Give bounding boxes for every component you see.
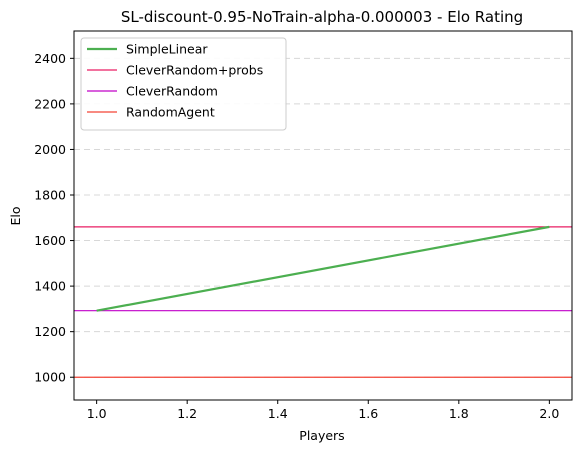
x-tick-label-5: 2.0: [539, 406, 559, 421]
legend-label-1: CleverRandom+probs: [126, 63, 263, 78]
x-tick-label-0: 1.0: [87, 406, 107, 421]
x-tick-label-2: 1.4: [268, 406, 288, 421]
series-lines: [96, 225, 550, 312]
y-tick-label-6: 2200: [34, 96, 66, 111]
legend-label-3: RandomAgent: [126, 105, 215, 120]
series-line-0: [96, 225, 550, 312]
y-axis-label: Elo: [8, 206, 23, 225]
y-tick-label-3: 1600: [34, 233, 66, 248]
x-tick-label-1: 1.2: [177, 406, 197, 421]
x-tick-label-4: 1.8: [449, 406, 469, 421]
plot-area: [73, 30, 573, 401]
legend: SimpleLinear CleverRandom+probs CleverRand…: [80, 37, 287, 131]
legend-label-2: CleverRandom: [126, 84, 218, 99]
y-tick-label-0: 1000: [34, 370, 66, 385]
x-axis-label: Players: [299, 428, 344, 443]
reference-lines: [74, 226, 572, 378]
x-axis-ticks: 1.0 1.2 1.4 1.6 1.8 2.0: [87, 400, 559, 421]
y-tick-label-7: 2400: [34, 51, 66, 66]
legend-label-0: SimpleLinear: [126, 42, 208, 57]
y-tick-label-1: 1200: [34, 324, 66, 339]
x-tick-label-3: 1.6: [358, 406, 378, 421]
legend-box: [80, 37, 287, 131]
y-tick-label-4: 1800: [34, 188, 66, 203]
y-tick-label-2: 1400: [34, 279, 66, 294]
y-tick-label-5: 2000: [34, 142, 66, 157]
chart-title: SL-discount-0.95-NoTrain-alpha-0.000003 …: [121, 8, 523, 26]
y-axis-ticks: 1000 1200 1400 1600 1800 2000 2200 2400: [34, 51, 74, 385]
